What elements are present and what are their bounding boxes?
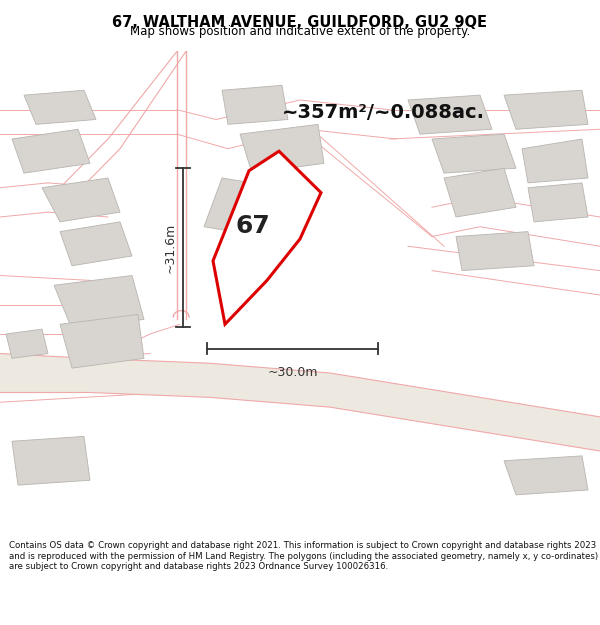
Polygon shape <box>528 183 588 222</box>
Polygon shape <box>12 436 90 485</box>
Polygon shape <box>504 456 588 495</box>
Polygon shape <box>444 168 516 217</box>
Polygon shape <box>60 314 144 368</box>
Text: ~30.0m: ~30.0m <box>267 366 318 379</box>
Polygon shape <box>42 178 120 222</box>
Text: 67: 67 <box>235 214 270 238</box>
Polygon shape <box>24 90 96 124</box>
Text: 67, WALTHAM AVENUE, GUILDFORD, GU2 9QE: 67, WALTHAM AVENUE, GUILDFORD, GU2 9QE <box>113 16 487 31</box>
Polygon shape <box>12 129 90 173</box>
Polygon shape <box>456 232 534 271</box>
Polygon shape <box>54 276 144 329</box>
Polygon shape <box>0 354 600 451</box>
Polygon shape <box>522 139 588 183</box>
Polygon shape <box>222 86 288 124</box>
Polygon shape <box>504 90 588 129</box>
Text: Contains OS data © Crown copyright and database right 2021. This information is : Contains OS data © Crown copyright and d… <box>9 541 598 571</box>
Text: ~31.6m: ~31.6m <box>163 222 176 272</box>
Polygon shape <box>60 222 132 266</box>
Text: ~357m²/~0.088ac.: ~357m²/~0.088ac. <box>282 102 485 122</box>
Text: Map shows position and indicative extent of the property.: Map shows position and indicative extent… <box>130 26 470 39</box>
Polygon shape <box>204 178 282 236</box>
Polygon shape <box>432 134 516 173</box>
Polygon shape <box>6 329 48 358</box>
Polygon shape <box>213 151 321 324</box>
Polygon shape <box>240 124 324 173</box>
Polygon shape <box>408 95 492 134</box>
